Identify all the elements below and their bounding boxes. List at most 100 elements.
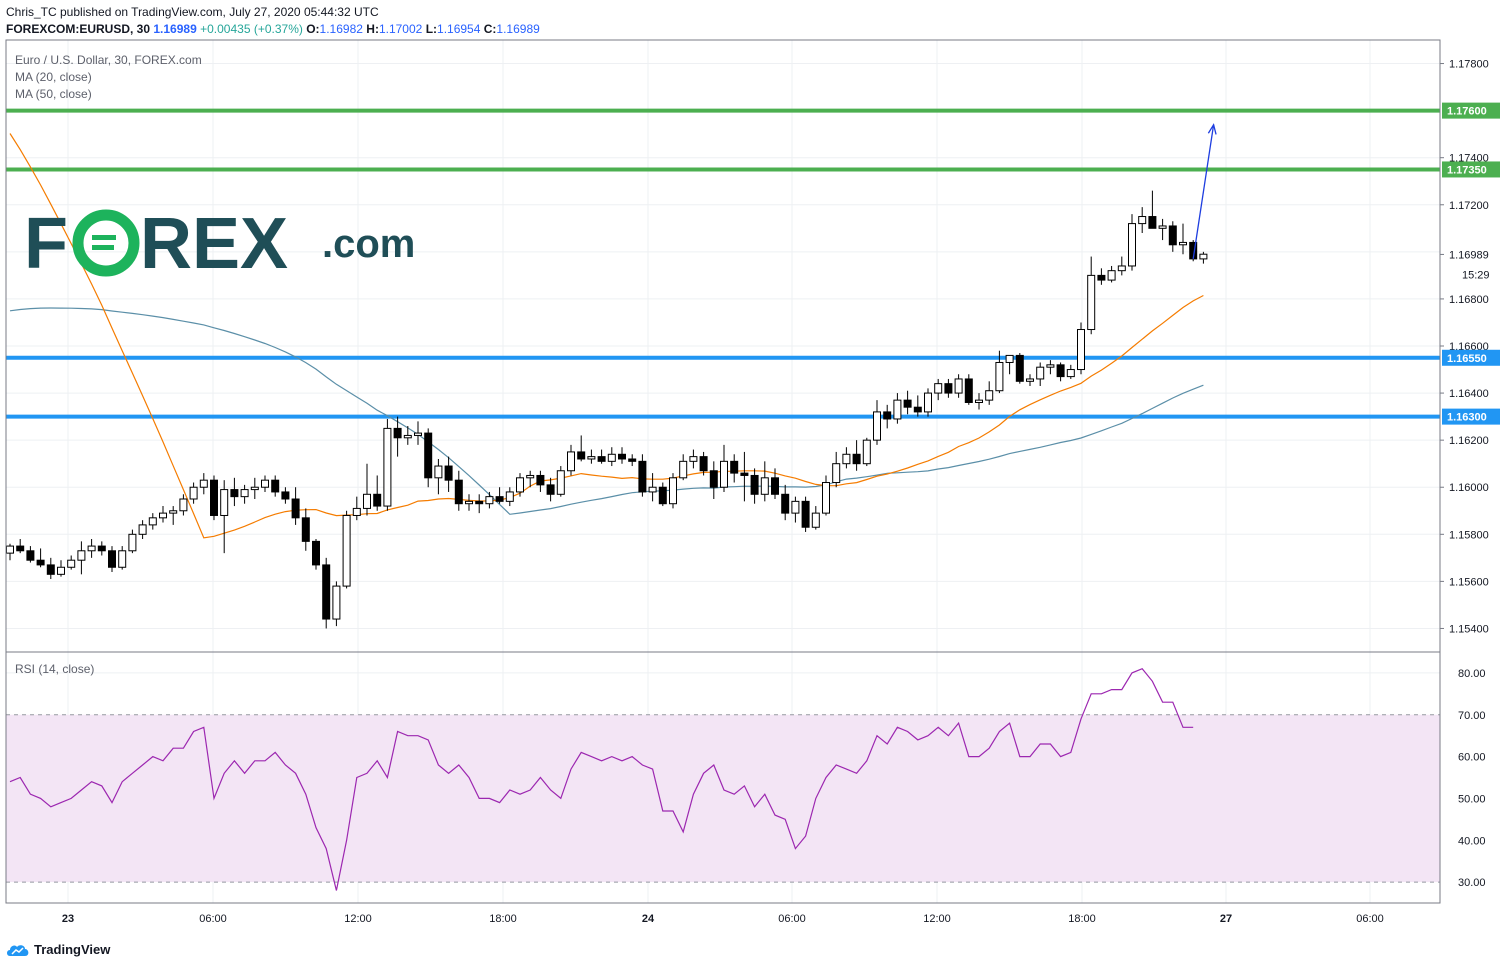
- candle[interactable]: [832, 451, 841, 488]
- candle[interactable]: [373, 475, 382, 511]
- candle[interactable]: [975, 393, 983, 410]
- candle[interactable]: [924, 388, 932, 417]
- candle[interactable]: [954, 374, 963, 398]
- candle[interactable]: [638, 454, 647, 497]
- candle[interactable]: [159, 506, 167, 523]
- candle[interactable]: [505, 487, 514, 507]
- candle[interactable]: [352, 496, 361, 521]
- candle[interactable]: [801, 496, 810, 532]
- candle[interactable]: [852, 440, 861, 471]
- candle[interactable]: [312, 539, 320, 570]
- candle[interactable]: [516, 473, 524, 497]
- candle[interactable]: [1005, 354, 1014, 375]
- candle[interactable]: [16, 539, 25, 554]
- candle[interactable]: [526, 470, 535, 488]
- candle[interactable]: [587, 449, 596, 464]
- candle[interactable]: [495, 487, 504, 504]
- candle[interactable]: [444, 456, 453, 492]
- candle[interactable]: [1056, 362, 1065, 382]
- candle[interactable]: [760, 461, 769, 502]
- candle[interactable]: [1097, 268, 1106, 285]
- ma20-line[interactable]: [9, 133, 1204, 539]
- legend-rsi[interactable]: RSI (14, close): [15, 662, 95, 676]
- candle[interactable]: [862, 437, 871, 467]
- candle[interactable]: [138, 520, 147, 540]
- candle[interactable]: [1026, 374, 1034, 387]
- candle[interactable]: [210, 475, 218, 521]
- tradingview-logo[interactable]: TradingView: [6, 942, 110, 957]
- candle[interactable]: [934, 378, 943, 401]
- candle[interactable]: [791, 496, 800, 523]
- candle[interactable]: [811, 506, 820, 530]
- candle[interactable]: [220, 480, 229, 554]
- candle[interactable]: [883, 404, 892, 429]
- candle[interactable]: [36, 548, 45, 568]
- candle[interactable]: [67, 555, 76, 570]
- candle[interactable]: [1138, 207, 1147, 234]
- candle[interactable]: [944, 378, 953, 398]
- candle[interactable]: [536, 470, 545, 492]
- candle[interactable]: [771, 468, 779, 499]
- candle[interactable]: [607, 447, 616, 467]
- candle[interactable]: [985, 381, 994, 405]
- candle[interactable]: [1148, 190, 1157, 229]
- projection-arrow[interactable]: [1192, 124, 1215, 260]
- candle[interactable]: [26, 546, 35, 563]
- candle[interactable]: [1036, 362, 1045, 387]
- candle[interactable]: [332, 581, 341, 627]
- candle[interactable]: [903, 390, 912, 415]
- candle[interactable]: [87, 539, 96, 558]
- candle[interactable]: [291, 487, 300, 525]
- candle[interactable]: [189, 482, 198, 504]
- candle[interactable]: [77, 541, 86, 575]
- candle[interactable]: [475, 494, 484, 514]
- candle[interactable]: [342, 510, 351, 589]
- candle[interactable]: [730, 454, 739, 483]
- candle[interactable]: [57, 560, 65, 577]
- candle[interactable]: [1179, 223, 1187, 255]
- candle[interactable]: [281, 487, 290, 504]
- candle[interactable]: [108, 546, 116, 572]
- candle[interactable]: [1107, 265, 1116, 283]
- legend-ma20[interactable]: MA (20, close): [15, 70, 92, 84]
- candle[interactable]: [995, 350, 1004, 394]
- candle[interactable]: [699, 451, 708, 476]
- candle[interactable]: [1046, 360, 1055, 375]
- candle[interactable]: [393, 416, 402, 457]
- candle[interactable]: [1015, 353, 1024, 384]
- candle[interactable]: [567, 444, 575, 476]
- candle[interactable]: [750, 468, 759, 504]
- candle[interactable]: [720, 444, 728, 492]
- candle[interactable]: [118, 546, 127, 570]
- candle[interactable]: [964, 374, 973, 405]
- candle[interactable]: [740, 451, 749, 502]
- candle[interactable]: [669, 473, 677, 509]
- candle[interactable]: [424, 428, 433, 488]
- candle[interactable]: [618, 447, 626, 464]
- candle[interactable]: [230, 477, 239, 507]
- candle[interactable]: [658, 482, 667, 507]
- candle[interactable]: [709, 461, 718, 499]
- candle[interactable]: [1117, 256, 1126, 276]
- candle[interactable]: [240, 484, 249, 504]
- candle[interactable]: [1087, 256, 1096, 335]
- candle[interactable]: [546, 477, 555, 502]
- candle[interactable]: [628, 454, 637, 467]
- candle[interactable]: [169, 506, 178, 525]
- candle[interactable]: [199, 473, 208, 495]
- candle[interactable]: [148, 513, 157, 530]
- candle[interactable]: [1066, 364, 1075, 379]
- candle[interactable]: [301, 508, 310, 551]
- candle[interactable]: [454, 470, 463, 511]
- rsi-line[interactable]: [9, 667, 1194, 891]
- candle[interactable]: [1168, 221, 1177, 252]
- legend-ma50[interactable]: MA (50, close): [15, 87, 92, 101]
- candle[interactable]: [556, 466, 565, 497]
- candle[interactable]: [179, 494, 188, 516]
- candle[interactable]: [250, 477, 259, 499]
- candle[interactable]: [679, 454, 688, 481]
- candle[interactable]: [403, 426, 412, 445]
- candle[interactable]: [577, 435, 586, 462]
- candle[interactable]: [1077, 322, 1085, 375]
